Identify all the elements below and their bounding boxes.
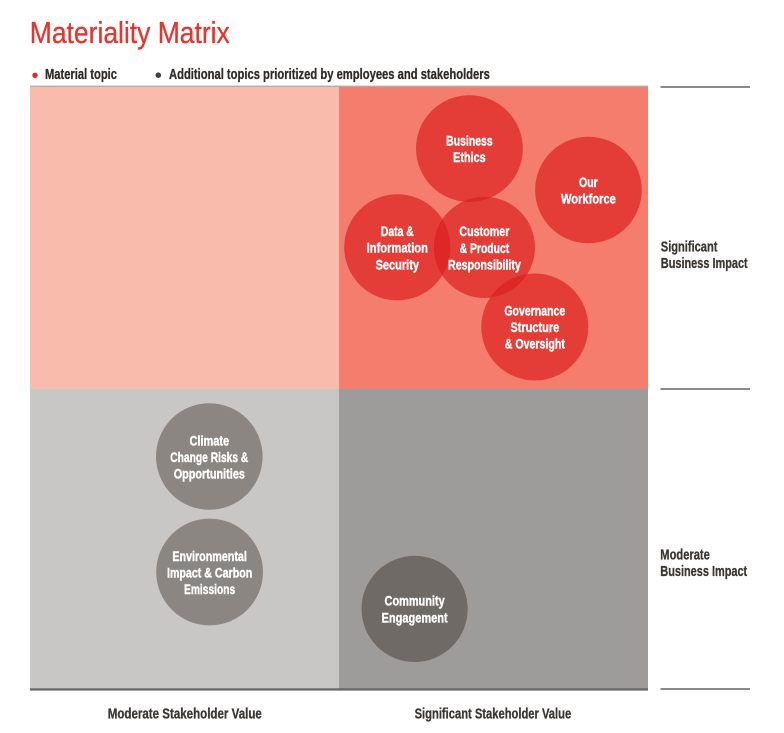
svg-text:Additional topics prioritized: Additional topics prioritized by employe… (169, 66, 490, 83)
svg-text:Materiality Matrix: Materiality Matrix (30, 16, 231, 50)
svg-text:Significant: Significant (661, 238, 718, 255)
svg-text:Customer: Customer (459, 224, 509, 240)
svg-text:Security: Security (376, 257, 419, 273)
svg-text:Business: Business (446, 133, 493, 149)
svg-text:Ethics: Ethics (453, 150, 486, 166)
svg-text:Community: Community (385, 593, 445, 609)
svg-text:Emissions: Emissions (184, 581, 235, 597)
svg-text:Change Risks &: Change Risks & (170, 449, 248, 465)
svg-text:& Product: & Product (460, 240, 510, 256)
svg-text:& Oversight: & Oversight (505, 336, 565, 352)
svg-text:Material topic: Material topic (45, 66, 117, 83)
svg-text:Opportunities: Opportunities (174, 466, 245, 482)
svg-text:Data &: Data & (381, 224, 414, 240)
svg-text:Responsibility: Responsibility (448, 257, 521, 273)
svg-text:Workforce: Workforce (561, 191, 616, 206)
svg-text:Environmental: Environmental (172, 548, 246, 564)
svg-text:Business Impact: Business Impact (660, 563, 747, 580)
svg-text:Moderate Stakeholder Value: Moderate Stakeholder Value (108, 705, 262, 722)
svg-text:Engagement: Engagement (382, 610, 449, 626)
svg-text:Governance: Governance (504, 303, 565, 319)
svg-text:Climate: Climate (189, 433, 229, 449)
svg-text:Significant Stakeholder Value: Significant Stakeholder Value (415, 705, 572, 722)
svg-text:Our: Our (579, 174, 598, 190)
svg-text:Impact & Carbon: Impact & Carbon (167, 565, 252, 581)
svg-text:Business Impact: Business Impact (661, 254, 748, 271)
svg-text:Information: Information (367, 241, 428, 256)
svg-text:Structure: Structure (510, 320, 559, 336)
svg-text:Moderate: Moderate (660, 546, 710, 563)
